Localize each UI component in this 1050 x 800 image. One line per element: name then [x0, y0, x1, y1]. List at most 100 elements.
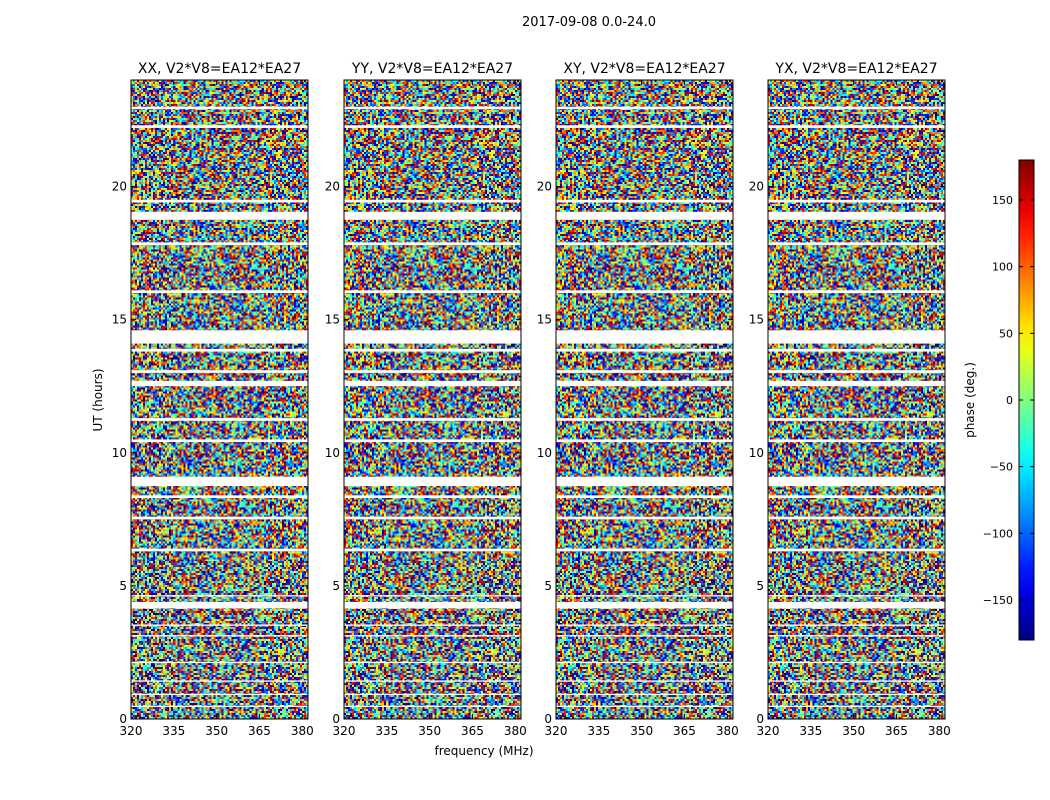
flagged-gap — [131, 211, 308, 220]
flagged-gap — [768, 601, 945, 609]
flagged-gap — [556, 380, 733, 387]
phase-heatmap-yy — [344, 80, 521, 719]
flagged-gap — [344, 211, 521, 220]
x-tick-label: 365 — [461, 724, 484, 738]
flagged-gap — [556, 601, 733, 609]
flagged-gap — [344, 495, 521, 499]
panel-frame — [343, 79, 522, 720]
y-tick-label: 5 — [756, 579, 764, 593]
flagged-gap — [768, 418, 945, 421]
flagged-gap — [131, 635, 308, 637]
y-tick-label: 0 — [332, 712, 340, 726]
flagged-gap — [344, 693, 521, 696]
flagged-gap — [768, 495, 945, 499]
panel-title-yy: YY, V2*V8=EA12*EA27 — [351, 61, 513, 77]
y-tick-label: 15 — [537, 313, 552, 327]
x-tick-label: 335 — [162, 724, 185, 738]
y-tick-label: 20 — [325, 180, 340, 194]
flagged-gap — [131, 476, 308, 487]
flagged-gap — [556, 705, 733, 708]
x-tick-label: 380 — [291, 724, 314, 738]
colorbar-tick-label: −50 — [990, 461, 1013, 474]
flagged-gap — [131, 693, 308, 696]
flagged-gap — [768, 595, 945, 597]
y-tick-label: 0 — [544, 712, 552, 726]
x-tick-label: 380 — [716, 724, 739, 738]
flagged-gap — [344, 705, 521, 708]
flagged-gap — [556, 211, 733, 220]
y-tick-label: 15 — [325, 313, 340, 327]
flagged-gap — [768, 380, 945, 387]
panel-title-xy: XY, V2*V8=EA12*EA27 — [563, 61, 725, 77]
x-tick-label: 350 — [205, 724, 228, 738]
panel-xy: XY, V2*V8=EA12*EA27 320 335 350 365 380 0 5 10 15… — [537, 61, 739, 738]
flagged-gap — [131, 595, 308, 597]
flagged-gap — [344, 476, 521, 487]
flagged-gap — [768, 125, 945, 128]
flagged-gap — [131, 705, 308, 708]
flagged-gap — [768, 705, 945, 708]
colorbar-tick-label: −100 — [983, 527, 1013, 540]
x-tick-label: 365 — [673, 724, 696, 738]
y-tick-label: 5 — [332, 579, 340, 593]
x-tick-label: 335 — [587, 724, 610, 738]
flagged-gap — [344, 125, 521, 128]
flagged-gap — [768, 211, 945, 220]
flagged-gap — [556, 106, 733, 110]
flagged-gap — [344, 290, 521, 293]
flagged-gap — [131, 125, 308, 128]
flagged-gap — [768, 516, 945, 520]
flagged-gap — [556, 125, 733, 128]
x-tick-label: 350 — [842, 724, 865, 738]
flagged-gap — [768, 476, 945, 487]
flagged-gap — [556, 624, 733, 626]
flagged-gap — [768, 106, 945, 110]
flagged-gap — [131, 661, 308, 664]
colorbar-tick-label: 150 — [992, 194, 1013, 207]
flagged-gap — [344, 624, 521, 626]
flagged-gap — [768, 370, 945, 373]
flagged-gap — [556, 495, 733, 499]
panel-yy: YY, V2*V8=EA12*EA27 320 335 350 365 380 0 5 10 15… — [325, 61, 527, 738]
flagged-gap — [131, 601, 308, 609]
flagged-gap — [344, 661, 521, 664]
x-tick-label: 335 — [799, 724, 822, 738]
flagged-gap — [344, 348, 521, 352]
x-tick-label: 320 — [757, 724, 780, 738]
flagged-gap — [768, 199, 945, 203]
flagged-gap — [344, 595, 521, 597]
flagged-gap — [131, 242, 308, 246]
flagged-gap — [344, 439, 521, 443]
flagged-gap — [768, 348, 945, 352]
flagged-gap — [768, 661, 945, 664]
flagged-gap — [556, 476, 733, 487]
colorbar-tick-label: 50 — [999, 327, 1013, 340]
y-tick-label: 10 — [537, 446, 552, 460]
flagged-gap — [131, 516, 308, 520]
flagged-gap — [131, 330, 308, 344]
flagged-gap — [556, 635, 733, 637]
x-tick-label: 320 — [333, 724, 356, 738]
phase-heatmap-xx — [131, 80, 308, 719]
x-axis-label: frequency (MHz) — [434, 744, 533, 758]
x-tick-label: 365 — [248, 724, 271, 738]
flagged-gap — [556, 595, 733, 597]
flagged-gap — [131, 290, 308, 293]
panel-frame — [767, 79, 946, 720]
y-tick-label: 10 — [325, 446, 340, 460]
flagged-gap — [556, 693, 733, 696]
flagged-gap — [768, 242, 945, 246]
y-tick-label: 0 — [756, 712, 764, 726]
y-tick-label: 10 — [749, 446, 764, 460]
flagged-gap — [131, 106, 308, 110]
flagged-gap — [131, 370, 308, 373]
flagged-gap — [131, 680, 308, 682]
flagged-gap — [556, 199, 733, 203]
flagged-gap — [131, 624, 308, 626]
flagged-gap — [556, 661, 733, 664]
flagged-gap — [556, 680, 733, 682]
flagged-gap — [131, 418, 308, 421]
flagged-gap — [768, 439, 945, 443]
y-tick-label: 5 — [544, 579, 552, 593]
flagged-gap — [556, 418, 733, 421]
